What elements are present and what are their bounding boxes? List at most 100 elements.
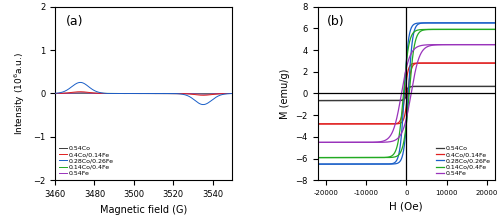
Text: (a): (a) [66,15,83,28]
Line: 0.4Co/0.14Fe: 0.4Co/0.14Fe [318,63,495,124]
0.54Fe [128,92,134,95]
0.4Co/0.14Fe [128,92,134,95]
Line: 0.28Co/0.26Fe: 0.28Co/0.26Fe [55,82,233,104]
0.14Co/0.4Fe [181,92,187,95]
0.54Fe [478,43,484,46]
Line: 0.14Co/0.4Fe: 0.14Co/0.4Fe [55,93,233,94]
Legend: 0.54Co, 0.4Co/0.14Fe, 0.28Co/0.26Fe, 0.14Co/0.4Fe, 0.54Fe: 0.54Co, 0.4Co/0.14Fe, 0.28Co/0.26Fe, 0.1… [435,144,492,177]
0.54Fe [399,131,405,134]
0.54Co [78,92,84,94]
0.28Co/0.26Fe [128,92,134,95]
0.54Fe [492,43,498,46]
Legend: 0.54Co, 0.4Co/0.14Fe, 0.28Co/0.26Fe, 0.14Co/0.4Fe, 0.54Fe: 0.54Co, 0.4Co/0.14Fe, 0.28Co/0.26Fe, 0.1… [58,144,115,177]
0.14Co/0.4Fe [486,28,492,31]
0.4Co/0.14Fe [390,123,396,125]
0.28Co/0.26Fe [126,92,132,95]
Y-axis label: Intensity ($10^6$a.u.): Intensity ($10^6$a.u.) [13,52,28,135]
0.4Co/0.14Fe [224,92,230,95]
0.28Co/0.26Fe [389,163,395,165]
X-axis label: H (Oe): H (Oe) [390,202,423,212]
0.28Co/0.26Fe [478,22,484,24]
0.54Co [224,92,230,95]
0.4Co/0.14Fe [215,93,221,95]
0.54Co [136,92,142,95]
Line: 0.14Co/0.4Fe: 0.14Co/0.4Fe [318,29,495,158]
0.14Co/0.4Fe [492,28,498,31]
0.54Fe [181,92,187,95]
0.14Co/0.4Fe [230,92,235,95]
0.28Co/0.26Fe [492,22,498,24]
0.54Co [230,92,235,95]
0.14Co/0.4Fe [126,92,132,95]
0.28Co/0.26Fe [486,22,492,24]
0.14Co/0.4Fe [314,156,320,159]
0.4Co/0.14Fe [468,62,474,64]
0.54Co [126,92,132,95]
Line: 0.54Fe: 0.54Fe [55,93,233,94]
0.4Co/0.14Fe [399,121,405,123]
0.54Co [390,99,396,102]
0.54Fe [486,43,492,46]
0.28Co/0.26Fe [215,95,221,97]
X-axis label: Magnetic field (G): Magnetic field (G) [100,205,188,215]
0.54Co [181,92,187,95]
0.28Co/0.26Fe [200,103,206,106]
Line: 0.54Co: 0.54Co [318,86,495,101]
0.4Co/0.14Fe [492,62,498,64]
0.4Co/0.14Fe [136,92,142,95]
0.54Co [444,85,450,88]
0.4Co/0.14Fe [126,92,132,95]
0.14Co/0.4Fe [224,92,230,95]
0.14Co/0.4Fe [390,156,396,158]
0.54Co [314,99,320,102]
0.4Co/0.14Fe [486,62,492,64]
0.14Co/0.4Fe [136,92,142,95]
0.28Co/0.26Fe [314,163,320,165]
0.14Co/0.4Fe [478,28,484,31]
Line: 0.28Co/0.26Fe: 0.28Co/0.26Fe [318,23,495,164]
0.4Co/0.14Fe [78,90,84,93]
0.54Fe [136,92,142,95]
0.54Fe [52,92,58,95]
0.54Co [492,85,498,88]
0.4Co/0.14Fe [52,92,58,95]
Y-axis label: M (emu/g): M (emu/g) [280,68,290,119]
0.4Co/0.14Fe [230,92,235,95]
0.14Co/0.4Fe [200,92,206,95]
Text: (b): (b) [326,15,344,28]
0.54Co [200,93,206,95]
0.14Co/0.4Fe [444,28,450,31]
0.28Co/0.26Fe [399,156,405,159]
0.54Fe [444,43,450,46]
0.28Co/0.26Fe [52,92,58,95]
0.54Co [128,92,134,95]
0.54Fe [314,141,320,144]
0.14Co/0.4Fe [389,156,395,159]
0.28Co/0.26Fe [224,92,230,95]
0.54Fe [126,92,132,95]
Line: 0.54Fe: 0.54Fe [318,45,495,142]
0.54Co [444,85,450,88]
0.54Co [389,99,395,102]
0.54Fe [78,92,84,94]
0.4Co/0.14Fe [478,62,484,64]
0.14Co/0.4Fe [52,92,58,95]
0.4Co/0.14Fe [389,123,395,125]
0.14Co/0.4Fe [128,92,134,95]
0.54Co [486,85,492,88]
0.14Co/0.4Fe [215,92,221,95]
0.28Co/0.26Fe [390,163,396,165]
0.54Co [52,92,58,95]
0.28Co/0.26Fe [486,22,492,24]
0.54Fe [230,92,235,95]
0.28Co/0.26Fe [181,93,187,96]
0.54Co [399,99,405,102]
Line: 0.54Co: 0.54Co [55,93,233,94]
0.4Co/0.14Fe [314,123,320,125]
0.54Co [215,92,221,95]
0.28Co/0.26Fe [230,92,235,95]
0.28Co/0.26Fe [444,22,450,24]
0.4Co/0.14Fe [181,92,187,95]
0.28Co/0.26Fe [136,92,142,95]
0.14Co/0.4Fe [399,148,405,150]
